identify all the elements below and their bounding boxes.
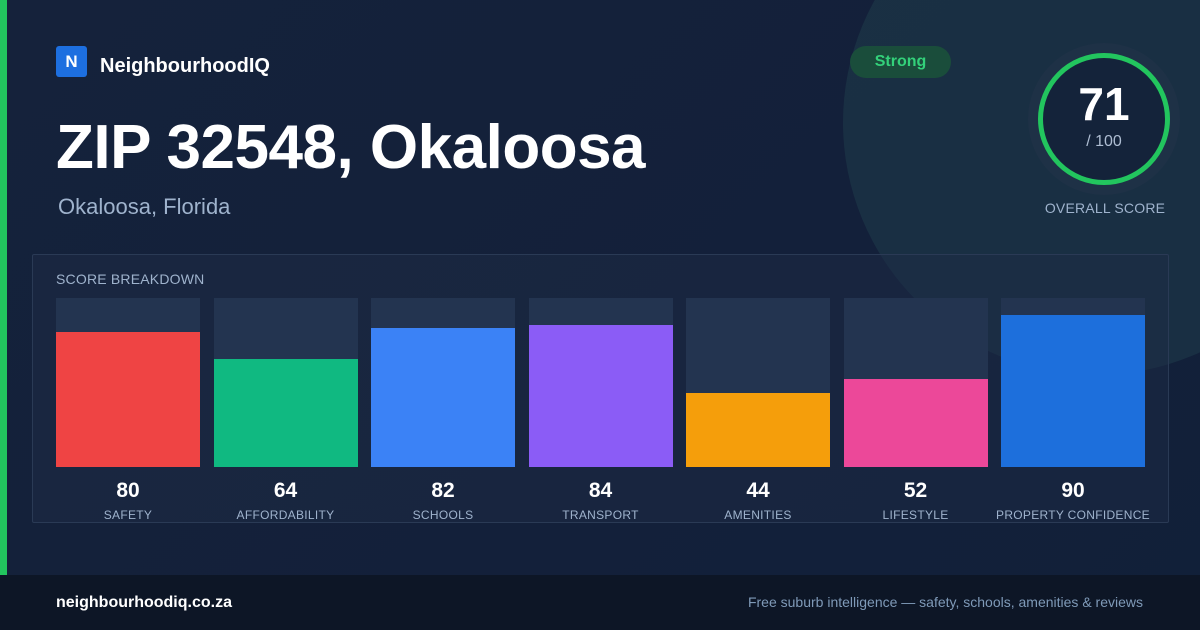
score-ring [1038, 53, 1170, 185]
metric-value: 52 [903, 479, 928, 502]
rating-badge: Strong [850, 46, 951, 78]
accent-bar [0, 0, 7, 575]
footer: neighbourhoodiq.co.za Free suburb intell… [0, 575, 1200, 630]
metric-value: 84 [588, 479, 613, 502]
footer-tagline: Free suburb intelligence — safety, schoo… [747, 594, 1143, 610]
metric-bar [371, 328, 515, 467]
overall-score-label: OVERALL SCORE [1044, 200, 1166, 216]
metric-label: LIFESTYLE [882, 508, 949, 522]
metric-label: SAFETY [103, 508, 153, 522]
metric-value: 80 [116, 479, 140, 502]
metric-bar-track [686, 298, 830, 467]
brand-logo-icon: N [56, 46, 87, 77]
metric-bar [56, 332, 200, 467]
metric-value: 44 [746, 479, 770, 502]
metric-bar [843, 379, 988, 467]
metric-label: AMENITIES [724, 508, 792, 522]
metric-bar-track [56, 298, 200, 467]
metric-bar-track [213, 298, 358, 467]
overall-score-max: / 100 [1086, 133, 1122, 150]
overall-score-value: 71 [1078, 78, 1130, 130]
metric-label: SCHOOLS [412, 508, 474, 522]
metric-bar [1001, 315, 1145, 467]
brand-name: NeighbourhoodIQ [100, 55, 270, 77]
location-subtitle: Okaloosa, Florida [58, 194, 231, 219]
score-breakdown-title: SCORE BREAKDOWN [56, 271, 205, 287]
metric-bar [528, 325, 673, 467]
metric-bar [213, 359, 358, 467]
metric-label: TRANSPORT [562, 508, 639, 522]
metric-bar-track [528, 298, 673, 467]
metric-bar-track [1001, 298, 1145, 467]
metric-bar-track [843, 298, 988, 467]
overall-score-gauge: 71 / 100 [1028, 43, 1180, 195]
metric-value: 90 [1061, 479, 1085, 502]
metric-label: AFFORDABILITY [236, 508, 335, 522]
metric-bar-track [371, 298, 515, 467]
footer-site-link[interactable]: neighbourhoodiq.co.za [56, 594, 232, 611]
metric-value: 82 [431, 479, 455, 502]
metric-value: 64 [273, 479, 298, 502]
page-title: ZIP 32548, Okaloosa [56, 113, 646, 182]
metric-label: PROPERTY CONFIDENCE [996, 508, 1150, 522]
brand[interactable]: N NeighbourhoodIQ [56, 46, 270, 77]
metric-bar [686, 393, 830, 467]
